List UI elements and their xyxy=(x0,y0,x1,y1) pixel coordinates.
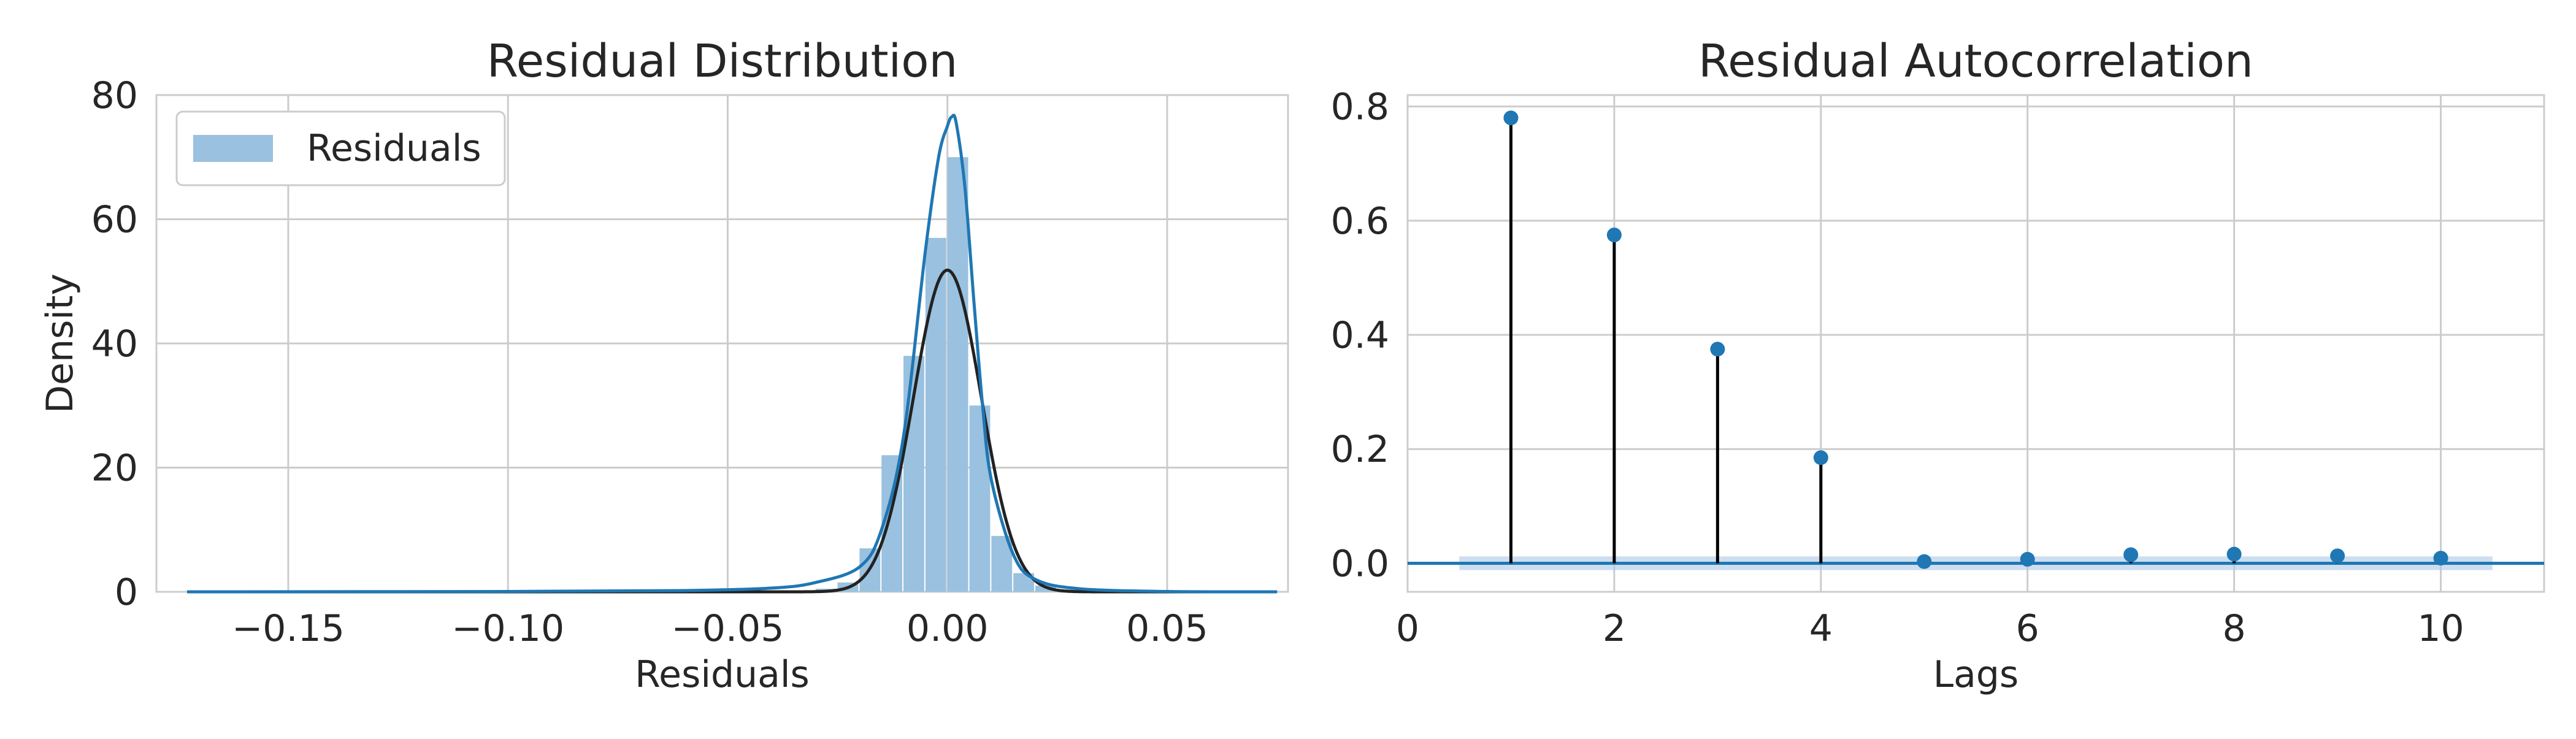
stem-marker xyxy=(2226,546,2242,562)
y-tick-label: 0.0 xyxy=(1331,542,1389,585)
stem-marker xyxy=(1606,228,1622,243)
stem-marker xyxy=(2123,547,2139,562)
stem-marker xyxy=(2433,551,2448,566)
confidence-band xyxy=(1408,556,2544,570)
y-axis-label: Density xyxy=(39,274,82,413)
plot-area xyxy=(1406,94,2545,593)
histogram-bars xyxy=(815,157,1078,592)
x-tick-label: 4 xyxy=(1809,607,1833,650)
histogram-bar xyxy=(947,157,968,592)
stem-marker xyxy=(1503,110,1519,126)
chart-title: Residual Distribution xyxy=(487,35,958,88)
residual-autocorrelation-chart: 0 2 4 6 8 10 0.0 0.2 0.4 0.6 0.8 Residual Autocor… xyxy=(1331,35,2545,696)
legend-frame xyxy=(175,110,506,186)
x-tick-label: 6 xyxy=(2016,607,2039,650)
histogram-bar xyxy=(925,237,946,592)
y-tick-label: 40 xyxy=(91,323,138,366)
stem-marker xyxy=(1813,450,1828,465)
residual-distribution-chart: −0.15 −0.10 −0.05 0.00 0.05 0 20 40 60 80 Residu… xyxy=(39,35,1289,696)
stem-marker xyxy=(1710,342,1725,357)
legend-swatch xyxy=(193,135,273,162)
stem-marker xyxy=(2330,548,2345,564)
y-tick-label: 60 xyxy=(91,199,138,242)
x-tick-label: −0.15 xyxy=(232,607,345,650)
x-tick-label: 2 xyxy=(1603,607,1626,650)
y-tick-label: 80 xyxy=(91,74,138,117)
kde-line xyxy=(187,113,1278,594)
x-tick-label: −0.05 xyxy=(672,607,784,650)
y-tick-label: 20 xyxy=(91,447,138,490)
y-tick-label: 0.2 xyxy=(1331,428,1389,471)
x-axis-label: Residuals xyxy=(635,653,810,696)
chart-title: Residual Autocorrelation xyxy=(1698,35,2253,88)
legend: Residuals xyxy=(175,110,506,186)
x-tick-labels: −0.15 −0.10 −0.05 0.00 0.05 xyxy=(232,607,1208,650)
x-tick-label: 0.05 xyxy=(1126,607,1208,650)
y-tick-label: 0 xyxy=(115,571,138,614)
density-lines xyxy=(187,113,1278,594)
legend-label: Residuals xyxy=(307,127,481,170)
stem-marker xyxy=(2020,551,2035,567)
x-tick-label: 8 xyxy=(2223,607,2246,650)
y-tick-label: 0.4 xyxy=(1331,314,1389,357)
x-tick-label: 0.00 xyxy=(907,607,989,650)
stems xyxy=(1503,110,2448,569)
y-tick-label: 0.6 xyxy=(1331,200,1389,243)
y-tick-labels: 0 20 40 60 80 xyxy=(91,74,138,614)
x-tick-label: 10 xyxy=(2417,607,2464,650)
x-tick-label: −0.10 xyxy=(451,607,564,650)
x-axis-label: Lags xyxy=(1933,653,2019,696)
x-tick-labels: 0 2 4 6 8 10 xyxy=(1396,607,2464,650)
y-tick-label: 0.8 xyxy=(1331,86,1389,129)
x-tick-label: 0 xyxy=(1396,607,1419,650)
y-tick-labels: 0.0 0.2 0.4 0.6 0.8 xyxy=(1331,86,1389,586)
stem-marker xyxy=(1917,554,1932,569)
